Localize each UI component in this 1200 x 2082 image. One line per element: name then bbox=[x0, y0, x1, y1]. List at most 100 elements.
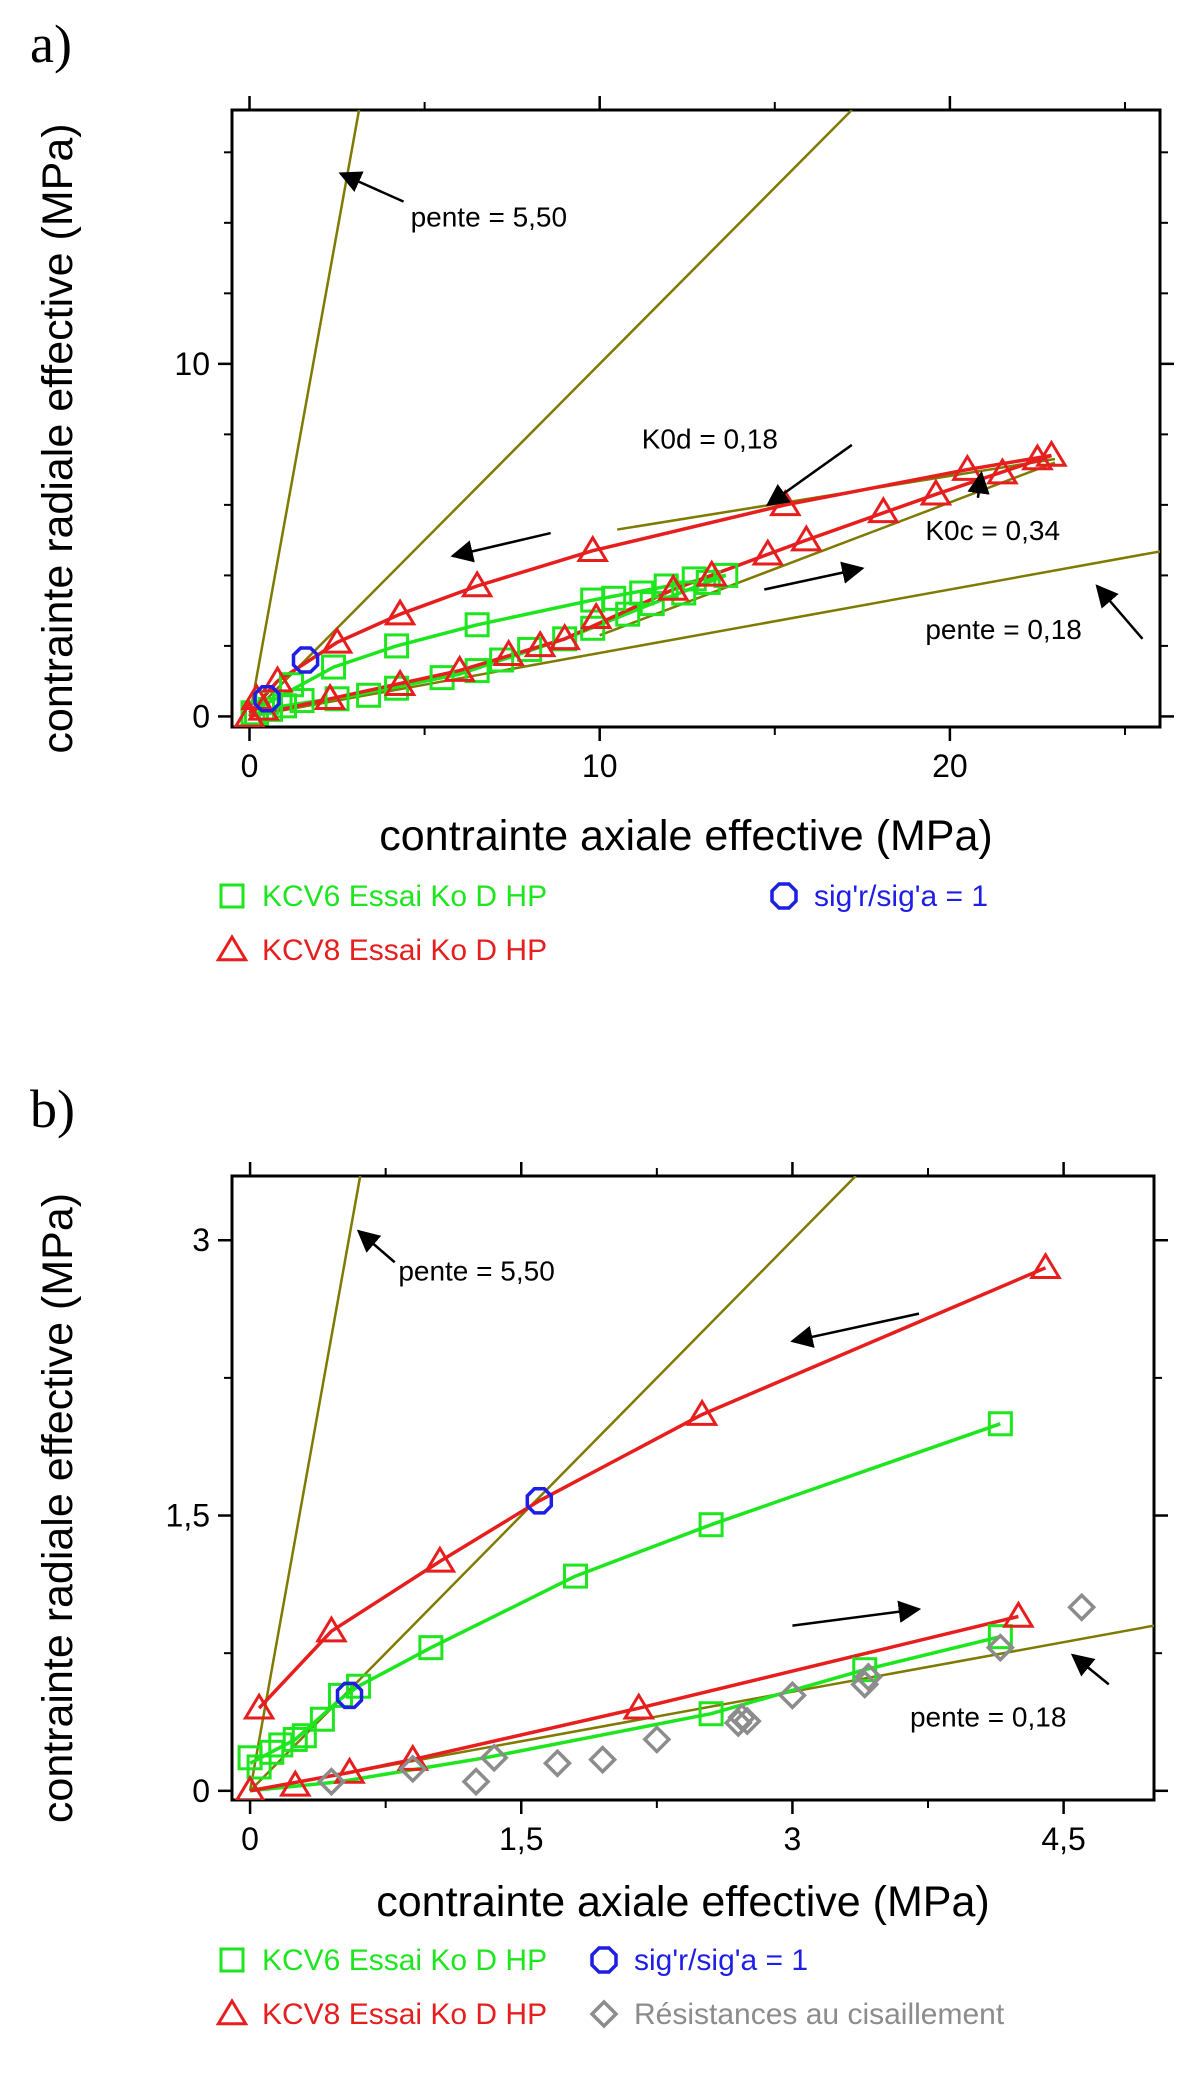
plot-frame bbox=[230, 1174, 1156, 1802]
data-point-square bbox=[418, 1635, 444, 1661]
x-tick-label: 4,5 bbox=[1041, 1821, 1085, 1857]
data-point-diamond bbox=[588, 1745, 618, 1775]
data-point-triangle bbox=[790, 524, 823, 552]
data-point-square bbox=[987, 1411, 1013, 1437]
data-point-square bbox=[852, 1657, 878, 1683]
data-point-triangle bbox=[986, 457, 1019, 485]
data-point-diamond bbox=[853, 1662, 883, 1692]
data-point-triangle bbox=[656, 573, 690, 601]
legend-marker-triangle bbox=[215, 1998, 249, 2026]
data-point-triangle bbox=[579, 601, 613, 629]
arrow bbox=[356, 1229, 396, 1264]
data-point-triangle bbox=[622, 1692, 656, 1720]
panel-label: a) bbox=[30, 14, 72, 74]
reference-line bbox=[248, 1176, 362, 1792]
annotation: pente = 0,18 bbox=[910, 1702, 1066, 1733]
data-point-square bbox=[429, 665, 455, 691]
legend-label: KCV8 Essai Ko D HP bbox=[262, 934, 547, 967]
legend-label: KCV6 Essai Ko D HP bbox=[262, 880, 547, 913]
data-point-square bbox=[246, 1754, 272, 1780]
y-tick-label: 3 bbox=[192, 1222, 210, 1258]
data-point-diamond bbox=[479, 1743, 509, 1773]
data-point-square bbox=[240, 700, 266, 726]
legend-marker-octagon bbox=[590, 1946, 618, 1974]
data-point-square bbox=[321, 654, 347, 680]
series-line bbox=[248, 453, 1052, 715]
data-point-square bbox=[698, 1701, 724, 1727]
data-point-triangle bbox=[313, 682, 347, 711]
arrow bbox=[790, 1312, 920, 1348]
series-line bbox=[249, 1422, 1001, 1765]
data-point-square bbox=[309, 1706, 335, 1732]
x-tick-label: 0 bbox=[241, 748, 259, 784]
legend-marker-octagon bbox=[770, 882, 798, 910]
data-point-triangle bbox=[751, 538, 785, 566]
data-point-triangle bbox=[320, 626, 354, 654]
data-point-triangle bbox=[867, 496, 900, 524]
panel-label: b) bbox=[30, 1079, 75, 1139]
series-line bbox=[249, 453, 1052, 719]
data-point-square bbox=[356, 682, 382, 708]
legend-panel-b: KCV6 Essai Ko D HP KCV8 Essai Ko D HP sig'… bbox=[215, 1944, 1005, 2031]
legend-panel-a: KCV6 Essai Ko D HP KCV8 Essai Ko D HP sig'… bbox=[215, 880, 988, 967]
legend-marker-square bbox=[219, 883, 245, 909]
data-point-diamond bbox=[398, 1754, 428, 1784]
reference-line bbox=[249, 550, 1160, 718]
plot-area bbox=[233, 110, 1160, 727]
data-point-square bbox=[681, 566, 707, 592]
data-point-diamond bbox=[316, 1767, 346, 1797]
legend-label: KCV6 Essai Ko D HP bbox=[262, 1944, 547, 1977]
plot-area bbox=[235, 1176, 1154, 1800]
legend-label: sig'r/sig'a = 1 bbox=[634, 1944, 808, 1977]
arrow bbox=[967, 470, 990, 499]
legend-label: sig'r/sig'a = 1 bbox=[814, 880, 988, 913]
data-point-triangle bbox=[492, 638, 525, 666]
data-point-triangle bbox=[1002, 1600, 1035, 1628]
tangent-line bbox=[599, 461, 1056, 637]
y-axis-title: contrainte radiale effective (MPa) bbox=[34, 123, 82, 753]
data-point-triangle bbox=[685, 1398, 719, 1426]
legend-marker-square bbox=[219, 1947, 245, 1973]
arrow bbox=[450, 531, 551, 563]
data-point-triangle bbox=[333, 1756, 366, 1784]
data-point-triangle bbox=[951, 453, 984, 481]
data-point-square bbox=[291, 1723, 317, 1749]
series-line bbox=[248, 573, 727, 715]
annotation: K0d = 0,18 bbox=[642, 423, 778, 454]
data-point-triangle bbox=[423, 1545, 457, 1573]
data-point-octagon bbox=[253, 685, 281, 713]
annotation: pente = 5,50 bbox=[398, 1256, 554, 1287]
arrow bbox=[792, 1600, 922, 1627]
data-point-square bbox=[268, 1732, 294, 1758]
data-point-triangle bbox=[548, 622, 581, 651]
x-tick-label: 20 bbox=[932, 748, 968, 784]
y-axis-title: contrainte radiale effective (MPa) bbox=[34, 1193, 82, 1823]
data-point-square bbox=[615, 601, 641, 627]
data-point-triangle bbox=[1021, 443, 1054, 471]
data-point-triangle bbox=[1029, 1251, 1062, 1280]
data-point-triangle bbox=[278, 1769, 312, 1797]
data-point-diamond bbox=[985, 1633, 1015, 1663]
data-point-diamond bbox=[461, 1767, 491, 1797]
x-tick-label: 3 bbox=[784, 1821, 802, 1857]
data-point-triangle bbox=[1035, 439, 1068, 467]
data-point-triangle bbox=[396, 1743, 430, 1771]
annotation: pente = 0,18 bbox=[925, 614, 1081, 645]
data-point-square bbox=[279, 672, 305, 698]
reference-line bbox=[248, 110, 853, 718]
data-point-square bbox=[327, 1682, 353, 1708]
data-point-square bbox=[987, 1624, 1013, 1650]
data-point-square bbox=[384, 633, 410, 659]
data-point-triangle bbox=[460, 570, 494, 598]
plot-frame bbox=[230, 108, 1162, 729]
arrow bbox=[765, 443, 853, 507]
data-point-diamond bbox=[850, 1669, 880, 1699]
series-line bbox=[257, 1266, 1047, 1710]
y-tick-label: 0 bbox=[192, 698, 210, 734]
data-point-square bbox=[629, 580, 655, 606]
data-point-square bbox=[464, 612, 490, 638]
data-point-octagon bbox=[335, 1681, 364, 1710]
annotation: K0c = 0,34 bbox=[925, 515, 1060, 546]
data-point-square bbox=[695, 569, 721, 595]
data-point-triangle bbox=[695, 559, 729, 587]
